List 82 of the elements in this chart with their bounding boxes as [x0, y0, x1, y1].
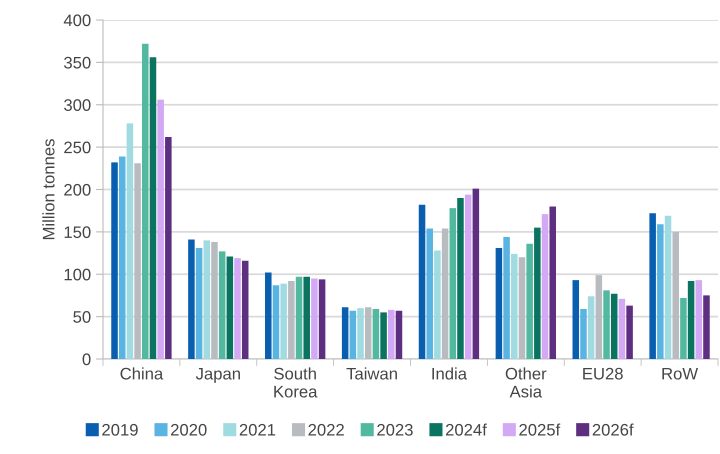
bar [610, 294, 618, 359]
y-tick-label: 350 [64, 56, 91, 69]
bar [603, 290, 610, 359]
legend-label: 2021 [240, 424, 276, 436]
bar [265, 272, 272, 359]
bar [303, 276, 310, 359]
bar [318, 279, 326, 359]
bar [703, 295, 710, 359]
bar [696, 280, 702, 359]
bar [242, 260, 248, 359]
bar [472, 188, 480, 359]
bar [272, 285, 280, 359]
bar [118, 156, 126, 359]
bar [342, 307, 348, 359]
x-tick-label: Other Asia [506, 367, 546, 398]
legend-label: 2019 [102, 424, 138, 436]
bar [688, 281, 694, 359]
bar [464, 194, 472, 359]
bar [426, 228, 433, 359]
y-tick-label: 250 [64, 142, 91, 154]
x-tick-label: Japan [196, 368, 240, 383]
bar [542, 214, 548, 359]
y-tick-label: 200 [64, 184, 91, 196]
bar [380, 312, 387, 359]
legend-label: 2025f [519, 423, 560, 436]
bar [664, 216, 672, 359]
bar [350, 310, 356, 359]
y-axis-title: Million tonnes [42, 139, 55, 240]
bar [357, 308, 364, 359]
bar [657, 224, 664, 359]
bar [511, 254, 518, 359]
y-tick-label: 300 [64, 99, 91, 111]
x-tick-label: India [432, 367, 468, 380]
y-tick-label: 150 [64, 226, 91, 238]
legend-label: 2022 [308, 424, 344, 436]
y-tick-label: 50 [73, 311, 91, 323]
bar [580, 308, 587, 359]
bar [572, 280, 580, 359]
x-tick-label: RoW [662, 368, 698, 380]
x-tick-label: China [120, 367, 164, 380]
bar [157, 100, 164, 359]
y-tick-label: 400 [64, 14, 91, 26]
bar [204, 240, 210, 359]
y-tick-label: 100 [64, 268, 91, 280]
bar [649, 213, 656, 359]
bar [526, 244, 533, 359]
bar [434, 250, 441, 359]
bar [234, 258, 241, 359]
bar [165, 136, 172, 359]
bar [188, 240, 195, 359]
legend-label: 2026f [592, 423, 634, 436]
x-tick-label: EU28 [583, 368, 623, 380]
bar [457, 198, 464, 359]
bar [296, 276, 302, 359]
bar [496, 248, 502, 359]
bar [226, 256, 234, 359]
bar [534, 228, 541, 359]
bar [126, 123, 134, 359]
bar [311, 278, 318, 359]
bar [680, 298, 687, 359]
legend-label: 2020 [171, 424, 207, 436]
bar [418, 204, 426, 359]
bar [111, 162, 118, 359]
bar [372, 308, 380, 359]
legend-label: 2023 [377, 424, 413, 436]
bar [503, 236, 510, 359]
bar [280, 284, 287, 359]
bar [618, 298, 626, 359]
bar [150, 57, 156, 359]
bar [450, 208, 456, 359]
bar [388, 310, 395, 359]
bar [218, 251, 226, 359]
x-tick-label: Taiwan [346, 367, 397, 380]
bar [549, 206, 556, 359]
y-tick-label: 0 [82, 353, 91, 366]
bar [588, 296, 594, 359]
bar [142, 44, 149, 359]
bar [396, 310, 402, 359]
legend-label: 2024f [446, 423, 487, 436]
x-tick-label: South Korea [274, 367, 318, 398]
bar [626, 306, 633, 359]
bar [196, 248, 202, 359]
